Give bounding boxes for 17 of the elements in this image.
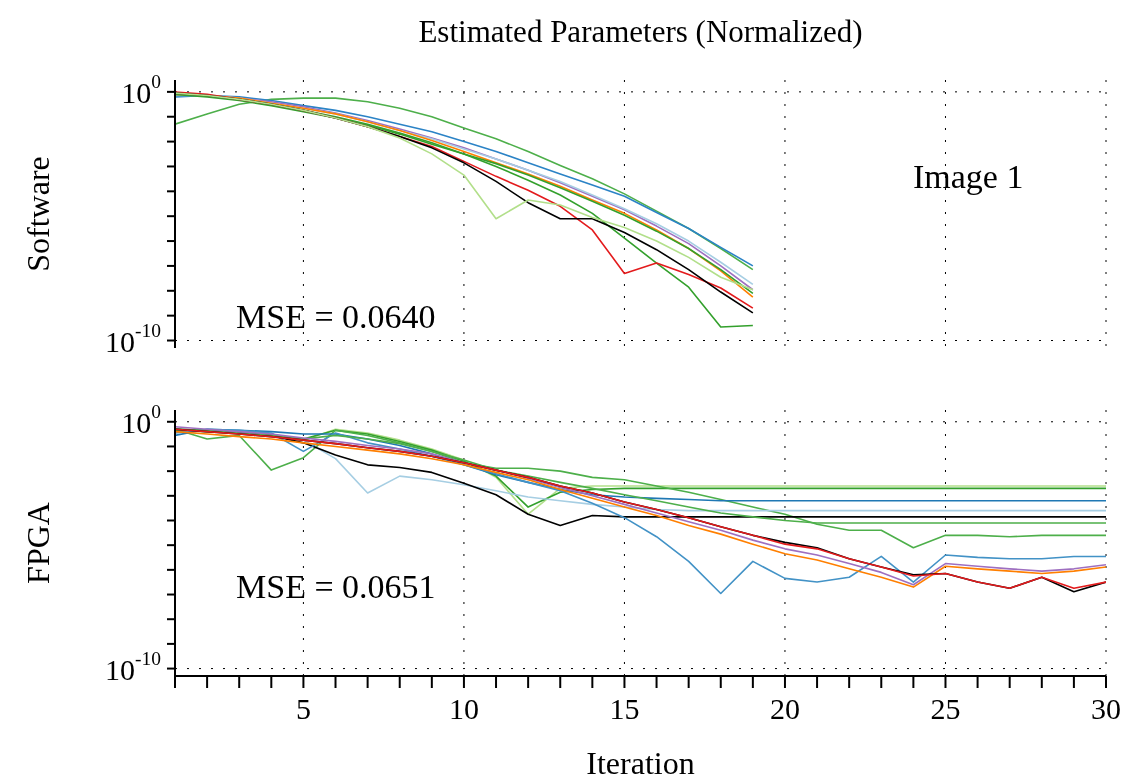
x-axis-title: Iteration bbox=[586, 745, 695, 781]
x-tick-label: 30 bbox=[1091, 691, 1121, 725]
y-tick-label: 10$^{-10}$ bbox=[105, 319, 161, 358]
chart-title: Estimated Parameters (Normalized) bbox=[417, 14, 864, 50]
y-tick-label: 10$^{0}$ bbox=[121, 70, 161, 109]
annotation: Image 1 bbox=[913, 158, 1024, 196]
y-axis-title: Software bbox=[19, 156, 57, 272]
x-tick-label: 25 bbox=[930, 691, 961, 725]
y-tick-label: 10$^{-10}$ bbox=[105, 647, 161, 686]
x-tick-label: 20 bbox=[769, 691, 800, 725]
x-tick-label: 15 bbox=[609, 691, 640, 725]
annotation: MSE = 0.0651 bbox=[236, 568, 436, 606]
y-tick-label: 10$^{0}$ bbox=[121, 400, 161, 439]
y-axis-title: FPGA bbox=[19, 502, 57, 584]
x-tick-label: 5 bbox=[295, 691, 311, 725]
x-tick-label: 10 bbox=[448, 691, 479, 725]
annotation: MSE = 0.0640 bbox=[236, 298, 436, 336]
